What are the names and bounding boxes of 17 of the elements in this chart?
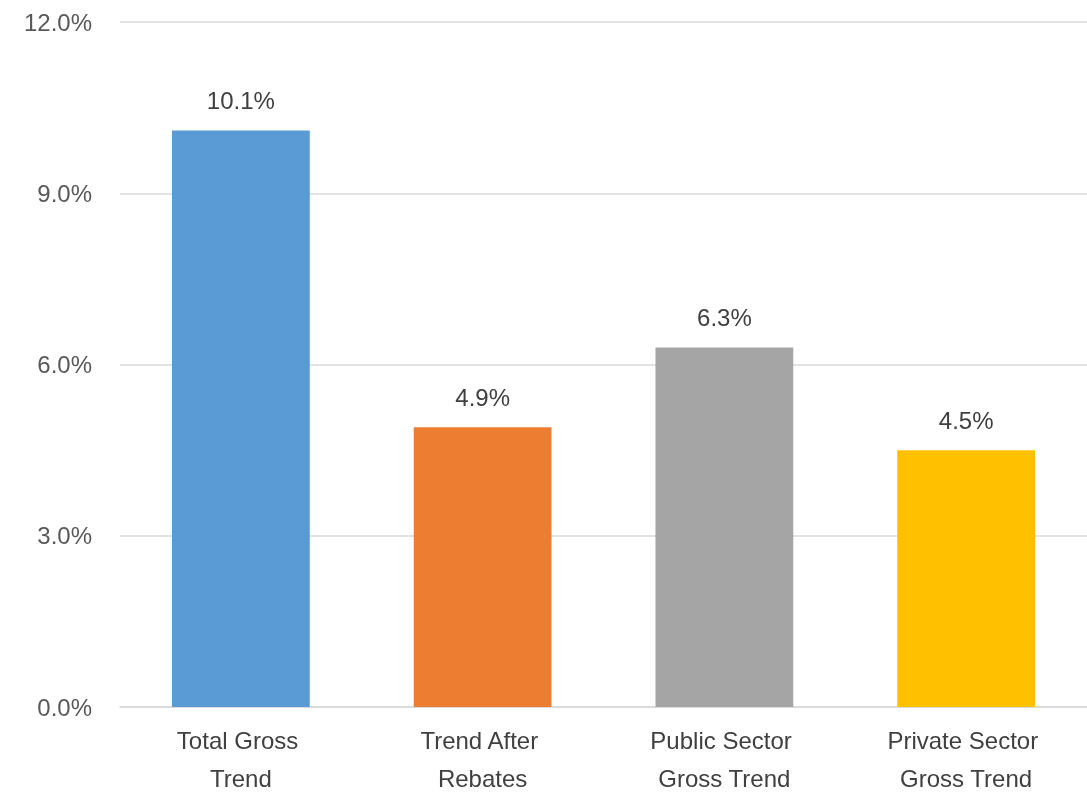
data-label: 6.3% (697, 303, 752, 331)
data-label: 4.5% (938, 406, 994, 434)
bar (171, 130, 310, 707)
x-tick-label: Private Sector Gross Trend (887, 726, 1045, 792)
y-tick-label: 0.0% (37, 693, 92, 721)
y-tick-label: 3.0% (37, 522, 92, 550)
x-tick-label: Public Sector Gross Trend (650, 726, 799, 792)
x-tick-label: Total Gross Trend (176, 726, 305, 792)
bar (655, 347, 794, 707)
data-label: 10.1% (206, 86, 275, 114)
data-label: 4.9% (455, 383, 510, 411)
y-tick-label: 12.0% (23, 8, 92, 36)
y-tick-label: 6.0% (37, 351, 92, 378)
bar (413, 427, 552, 707)
bar (897, 450, 1036, 707)
x-tick-label: Trend After Rebates (420, 726, 545, 792)
y-tick-label: 9.0% (37, 179, 92, 207)
